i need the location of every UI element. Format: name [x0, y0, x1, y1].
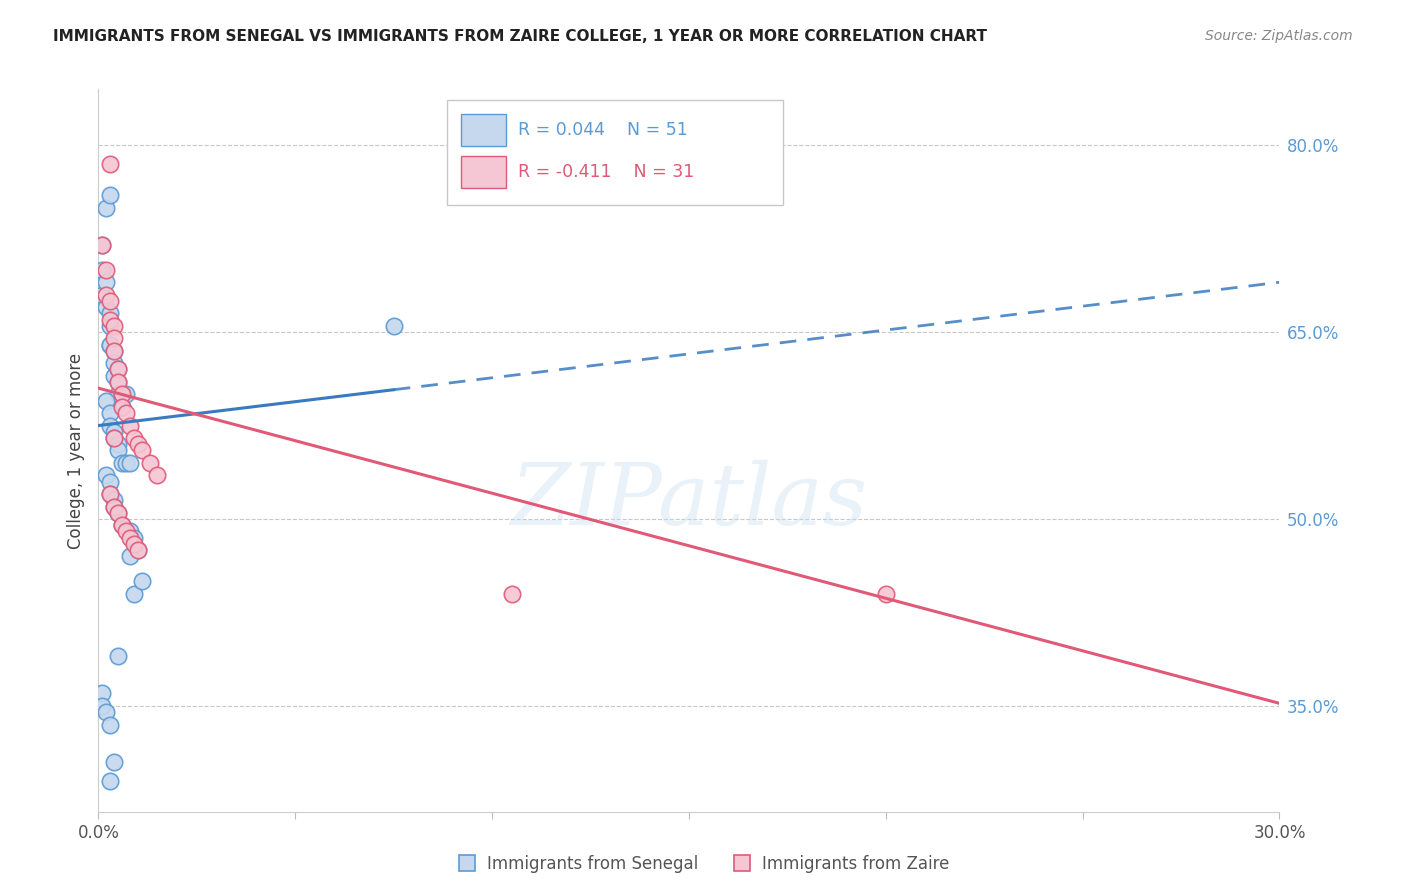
Point [98, 306, 121, 320]
Point [98, 337, 121, 351]
Point [103, 318, 125, 333]
Point [103, 500, 125, 514]
Point [103, 356, 125, 370]
Point [127, 437, 149, 451]
Point [98, 188, 121, 202]
Point [103, 431, 125, 445]
Point [96, 201, 118, 215]
Point [107, 506, 129, 520]
Point [96, 275, 118, 289]
Point [111, 400, 134, 414]
Point [111, 518, 134, 533]
Point [107, 443, 129, 458]
Point [107, 375, 129, 389]
Point [98, 406, 121, 420]
Point [107, 437, 129, 451]
Point [107, 375, 129, 389]
Point [127, 543, 149, 558]
Point [103, 431, 125, 445]
Point [98, 773, 121, 788]
Text: ZIPatlas: ZIPatlas [510, 459, 868, 542]
Point [91, 287, 114, 301]
Point [103, 343, 125, 358]
Point [103, 425, 125, 439]
Point [107, 362, 129, 376]
Point [98, 337, 121, 351]
Point [103, 331, 125, 345]
Point [91, 698, 114, 713]
Point [107, 387, 129, 401]
FancyBboxPatch shape [447, 100, 783, 205]
Point [115, 456, 138, 470]
Text: IMMIGRANTS FROM SENEGAL VS IMMIGRANTS FROM ZAIRE COLLEGE, 1 YEAR OR MORE CORRELA: IMMIGRANTS FROM SENEGAL VS IMMIGRANTS FR… [53, 29, 987, 44]
Point [122, 537, 145, 551]
Y-axis label: College, 1 year or more: College, 1 year or more [66, 352, 84, 549]
Point [111, 387, 134, 401]
Point [111, 456, 134, 470]
Point [98, 475, 121, 489]
Point [131, 443, 153, 458]
Point [875, 587, 897, 601]
Point [103, 368, 125, 383]
Point [96, 300, 118, 314]
Point [91, 238, 114, 252]
Point [111, 518, 134, 533]
Point [96, 468, 118, 483]
Point [98, 487, 121, 501]
Point [103, 755, 125, 769]
Point [138, 456, 160, 470]
Point [107, 648, 129, 663]
Point [118, 418, 141, 433]
Point [115, 387, 138, 401]
Point [107, 506, 129, 520]
Point [118, 531, 141, 545]
Text: R = -0.411    N = 31: R = -0.411 N = 31 [517, 163, 695, 181]
Point [131, 574, 153, 589]
Point [103, 493, 125, 508]
Point [111, 387, 134, 401]
Point [91, 263, 114, 277]
Point [115, 406, 138, 420]
Point [118, 524, 141, 539]
Point [382, 318, 405, 333]
Point [118, 456, 141, 470]
Point [96, 705, 118, 719]
Point [115, 524, 138, 539]
Point [122, 587, 145, 601]
Legend: Immigrants from Senegal, Immigrants from Zaire: Immigrants from Senegal, Immigrants from… [450, 848, 956, 880]
Point [96, 393, 118, 408]
Point [96, 287, 118, 301]
FancyBboxPatch shape [461, 156, 506, 188]
Point [103, 500, 125, 514]
Point [91, 686, 114, 700]
Point [98, 157, 121, 171]
Point [98, 717, 121, 731]
Point [103, 343, 125, 358]
Point [107, 362, 129, 376]
Point [96, 263, 118, 277]
Text: R = 0.044    N = 51: R = 0.044 N = 51 [517, 121, 688, 139]
Point [98, 418, 121, 433]
Point [91, 238, 114, 252]
Point [501, 587, 523, 601]
Point [98, 293, 121, 308]
Point [146, 468, 169, 483]
Point [127, 543, 149, 558]
Point [118, 549, 141, 564]
Point [98, 318, 121, 333]
Point [98, 312, 121, 326]
Point [111, 400, 134, 414]
Text: Source: ZipAtlas.com: Source: ZipAtlas.com [1205, 29, 1353, 43]
Point [122, 531, 145, 545]
Point [98, 487, 121, 501]
FancyBboxPatch shape [461, 114, 506, 146]
Point [122, 431, 145, 445]
